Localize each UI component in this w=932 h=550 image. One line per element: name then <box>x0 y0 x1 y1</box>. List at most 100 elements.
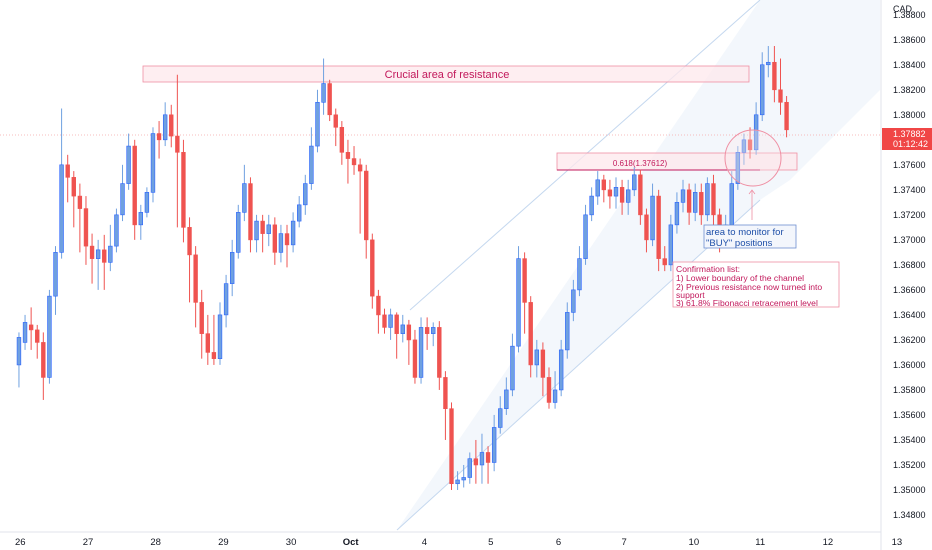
candle <box>315 89 320 153</box>
confirmation-item-3: 3) 61.8% Fibonacci retracement level <box>676 298 818 308</box>
candle <box>601 174 607 203</box>
candle <box>595 171 600 205</box>
candle-body <box>229 252 235 284</box>
candle-body <box>455 479 460 485</box>
candle <box>644 208 649 253</box>
candle <box>309 127 314 190</box>
candle-body <box>290 220 296 246</box>
x-tick-label: 5 <box>488 537 493 548</box>
candle <box>632 167 637 197</box>
candle-body <box>77 195 83 209</box>
candle-body <box>565 312 570 351</box>
y-tick-label: 1.38000 <box>893 110 926 120</box>
candle-body <box>156 133 162 141</box>
candle <box>613 177 619 209</box>
candle-body <box>351 158 357 166</box>
candle <box>412 329 418 384</box>
candle-body <box>28 324 34 331</box>
candle-body <box>418 327 424 378</box>
candle <box>248 177 253 253</box>
candle <box>437 321 442 390</box>
candle <box>394 312 399 359</box>
y-tick-label: 1.38400 <box>893 60 926 70</box>
x-tick-label: 12 <box>823 537 834 548</box>
candle <box>236 204 241 259</box>
candle <box>625 179 631 215</box>
last-price-value: 1.37882 <box>893 129 926 139</box>
candle-body <box>272 224 278 253</box>
candle <box>455 471 460 490</box>
candle <box>778 58 783 115</box>
candle-body <box>199 302 204 334</box>
x-tick-label: 7 <box>621 537 626 548</box>
x-tick-label: 10 <box>689 537 700 548</box>
candle-body <box>705 183 710 216</box>
candle <box>370 233 375 309</box>
candle <box>89 233 95 284</box>
candle-body <box>370 239 375 297</box>
y-tick-label: 1.38800 <box>893 10 926 20</box>
candle <box>181 139 186 243</box>
candle <box>114 208 119 253</box>
candle <box>108 224 113 272</box>
candle <box>400 314 405 343</box>
candle-body <box>41 342 46 378</box>
candle <box>656 189 661 272</box>
candle <box>699 183 704 225</box>
candle-body <box>16 337 22 366</box>
candle <box>546 367 552 409</box>
candle-body <box>638 174 643 216</box>
candle <box>65 154 70 203</box>
candle <box>169 104 174 148</box>
candle-body <box>467 458 472 478</box>
candle-body <box>504 389 509 409</box>
candle-body <box>327 83 332 116</box>
time-axis: 26 27 28 29 30 Oct 4 5 6 7 10 11 12 13 <box>15 537 902 548</box>
candle <box>522 252 527 334</box>
candle <box>607 179 613 209</box>
candle <box>680 179 686 213</box>
candle <box>510 333 515 397</box>
y-tick-label: 1.36400 <box>893 310 926 320</box>
candle <box>686 183 692 225</box>
candle-body <box>583 214 588 259</box>
y-tick-label: 1.34800 <box>893 510 926 520</box>
candle <box>693 183 698 222</box>
y-tick-label: 1.36200 <box>893 335 926 345</box>
candle-body <box>22 322 28 343</box>
candle <box>424 317 430 350</box>
candle <box>583 204 588 265</box>
y-tick-label: 1.35200 <box>893 460 926 470</box>
candle-body <box>223 283 229 316</box>
candle-body <box>766 61 771 66</box>
candle-body <box>150 133 156 193</box>
candle-body <box>35 329 40 343</box>
candle <box>95 239 101 290</box>
candle-body <box>120 183 125 216</box>
y-tick-label: 1.37600 <box>893 160 926 170</box>
candle <box>351 146 357 175</box>
candle-body <box>656 195 661 259</box>
candle <box>333 108 338 147</box>
candle <box>339 121 345 165</box>
monitor-arrow-head <box>748 189 756 195</box>
candle-body <box>516 258 521 347</box>
candle-body <box>540 349 546 378</box>
y-tick-label: 1.35000 <box>893 485 926 495</box>
candle <box>156 121 162 159</box>
candle <box>138 204 143 240</box>
candle <box>449 402 454 490</box>
candle <box>388 308 393 340</box>
candle-body <box>266 224 271 234</box>
candle <box>284 224 290 268</box>
candle-body <box>364 170 369 241</box>
candle-body <box>613 187 619 197</box>
candle-body <box>662 258 667 266</box>
candle <box>565 302 570 359</box>
resistance-label: Crucial area of resistance <box>385 69 510 81</box>
candle <box>711 174 716 225</box>
candle-body <box>473 458 479 466</box>
confirmation-box <box>672 261 840 308</box>
candle-body <box>625 189 631 203</box>
